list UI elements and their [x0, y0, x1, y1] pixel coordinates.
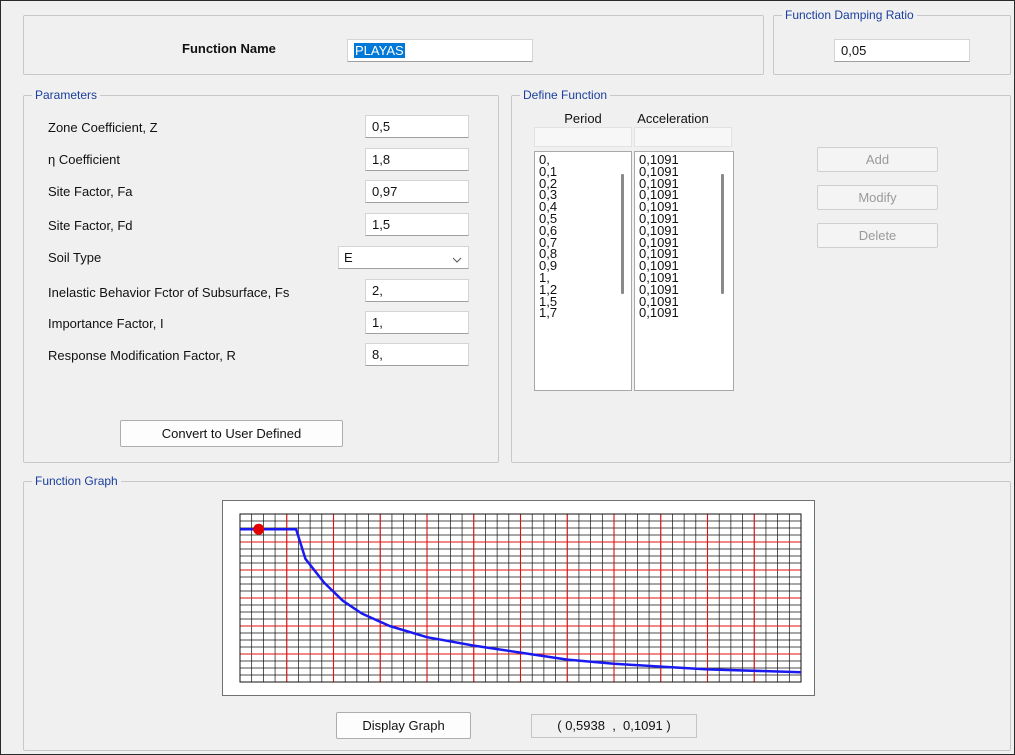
soil-type-value: E — [344, 250, 353, 265]
parameters-title: Parameters — [32, 88, 101, 102]
zone-coefficient-label: Zone Coefficient, Z — [48, 120, 158, 135]
damping-title: Function Damping Ratio — [782, 8, 917, 22]
period-column-header: Period — [564, 111, 602, 126]
period-item[interactable]: 0,8 — [539, 246, 558, 262]
graph-frame — [222, 500, 815, 696]
function-graph-plot[interactable] — [223, 501, 814, 695]
period-item[interactable]: 1,2 — [539, 281, 558, 297]
acceleration-item[interactable]: 0,1091 — [639, 222, 679, 238]
period-item[interactable]: 0,2 — [539, 175, 558, 191]
acceleration-item[interactable]: 0,1091 — [639, 281, 679, 297]
site-factor-fa-label: Site Factor, Fa — [48, 184, 133, 199]
zone-coefficient-input[interactable]: 0,5 — [365, 115, 469, 138]
period-item[interactable]: 0,1 — [539, 163, 558, 179]
plot-border — [239, 513, 802, 683]
soil-type-select[interactable]: E — [338, 246, 469, 269]
acceleration-item[interactable]: 0,1091 — [639, 258, 679, 274]
coordinate-readout: ( 0,5938 , 0,1091 ) — [531, 714, 697, 738]
function-name-group: Function Name PLAYAS — [23, 15, 764, 75]
period-list-scrollbar[interactable] — [621, 174, 624, 294]
period-item[interactable]: 1,5 — [539, 293, 558, 309]
define-function-title: Define Function — [520, 88, 611, 102]
period-item[interactable]: 1,7 — [539, 305, 558, 321]
selected-point-marker — [253, 523, 265, 535]
period-item[interactable]: 0,4 — [539, 199, 558, 215]
period-item[interactable]: 1, — [539, 269, 550, 285]
acceleration-input[interactable] — [634, 127, 732, 147]
eta-coefficient-input[interactable]: 1,8 — [365, 148, 469, 171]
function-name-value: PLAYAS — [354, 43, 405, 58]
acceleration-column-header: Acceleration — [637, 111, 709, 126]
period-item[interactable]: 0,3 — [539, 187, 558, 203]
acceleration-item[interactable]: 0,1091 — [639, 269, 679, 285]
function-graph-title: Function Graph — [32, 474, 121, 488]
period-item[interactable]: 0,9 — [539, 258, 558, 274]
site-factor-fd-label: Site Factor, Fd — [48, 218, 133, 233]
importance-factor-label: Importance Factor, I — [48, 316, 164, 331]
response-modification-input[interactable]: 8, — [365, 343, 469, 366]
period-list[interactable]: 0, 0,1 0,2 0,3 0,4 0,5 0,6 0,7 0,8 0,9 1, 1,2 1,5 1,7 — [534, 151, 632, 391]
fs-label: Inelastic Behavior Fctor of Subsurface, … — [48, 285, 290, 300]
damping-group: Function Damping Ratio 0,05 — [773, 8, 1011, 75]
parameters-group: Parameters Zone Coefficient, Z 0,5 η Coe… — [23, 88, 499, 463]
function-name-input[interactable]: PLAYAS — [347, 39, 533, 62]
site-factor-fd-input[interactable]: 1,5 — [365, 213, 469, 236]
acceleration-item[interactable]: 0,1091 — [639, 210, 679, 226]
acceleration-item[interactable]: 0,1091 — [639, 293, 679, 309]
acceleration-item[interactable]: 0,1091 — [639, 187, 679, 203]
acceleration-item[interactable]: 0,1091 — [639, 246, 679, 262]
period-item[interactable]: 0,7 — [539, 234, 558, 250]
soil-type-label: Soil Type — [48, 250, 102, 265]
function-name-label: Function Name — [182, 41, 276, 56]
add-button[interactable]: Add — [817, 147, 938, 172]
site-factor-fa-input[interactable]: 0,97 — [365, 180, 469, 203]
importance-factor-input[interactable]: 1, — [365, 311, 469, 334]
response-modification-label: Response Modification Factor, R — [48, 348, 236, 363]
period-item[interactable]: 0, — [539, 152, 550, 167]
chevron-down-icon[interactable] — [452, 251, 462, 268]
acceleration-item[interactable]: 0,1091 — [639, 234, 679, 250]
define-function-group: Define Function Period Acceleration 0, 0,… — [511, 88, 1011, 463]
period-input[interactable] — [534, 127, 632, 147]
display-graph-button[interactable]: Display Graph — [336, 712, 471, 739]
fs-input[interactable]: 2, — [365, 279, 469, 302]
function-graph-group: Function Graph Display Graph ( 0,5938 , … — [23, 474, 1011, 751]
acceleration-item[interactable]: 0,1091 — [639, 199, 679, 215]
period-item[interactable]: 0,5 — [539, 210, 558, 226]
acceleration-item[interactable]: 0,1091 — [639, 175, 679, 191]
acceleration-item[interactable]: 0,1091 — [639, 152, 679, 167]
acceleration-item[interactable]: 0,1091 — [639, 305, 679, 321]
damping-ratio-input[interactable]: 0,05 — [834, 39, 970, 62]
acceleration-item[interactable]: 0,1091 — [639, 163, 679, 179]
acceleration-list[interactable]: 0,1091 0,1091 0,1091 0,1091 0,1091 0,1091 0,10… — [634, 151, 734, 391]
acceleration-list-scrollbar[interactable] — [721, 174, 724, 294]
delete-button[interactable]: Delete — [817, 223, 938, 248]
eta-coefficient-label: η Coefficient — [48, 152, 121, 167]
convert-to-user-defined-button[interactable]: Convert to User Defined — [120, 420, 343, 447]
modify-button[interactable]: Modify — [817, 185, 938, 210]
spectrum-line — [240, 528, 802, 674]
period-item[interactable]: 0,6 — [539, 222, 558, 238]
